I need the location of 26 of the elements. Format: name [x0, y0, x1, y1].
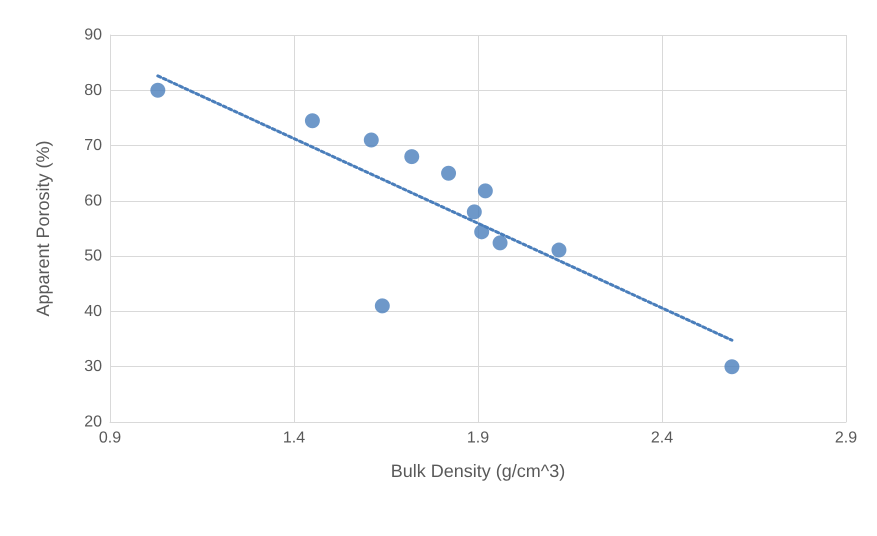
point	[304, 113, 320, 128]
point	[374, 298, 390, 314]
x-tick-label: 1.9	[466, 430, 490, 446]
x-tick-label: 2.9	[834, 430, 858, 446]
point	[492, 235, 508, 250]
y-tick-label: 80	[84, 82, 102, 99]
y-axis-title: Apparent Porosity (%)	[33, 140, 53, 317]
point	[150, 82, 166, 98]
point	[478, 183, 493, 198]
y-tick-label: 90	[84, 26, 102, 44]
y-tick-label: 40	[84, 302, 102, 320]
y-tick-label: 50	[84, 248, 102, 265]
x-tick-label: 0.9	[98, 430, 122, 446]
point	[466, 204, 482, 220]
x-axis-title: Bulk Density (g/cm^3)	[390, 461, 566, 481]
y-tick-label: 30	[84, 358, 102, 376]
y-tick-label: 60	[84, 192, 102, 210]
point	[724, 359, 740, 374]
x-tick-label: 2.4	[650, 430, 674, 446]
point	[441, 166, 456, 181]
point	[551, 242, 566, 258]
x-tick-label: 1.4	[282, 430, 306, 446]
point	[404, 149, 420, 164]
point	[364, 132, 379, 148]
y-tick-label: 20	[84, 414, 102, 430]
y-tick-label: 70	[84, 137, 102, 154]
